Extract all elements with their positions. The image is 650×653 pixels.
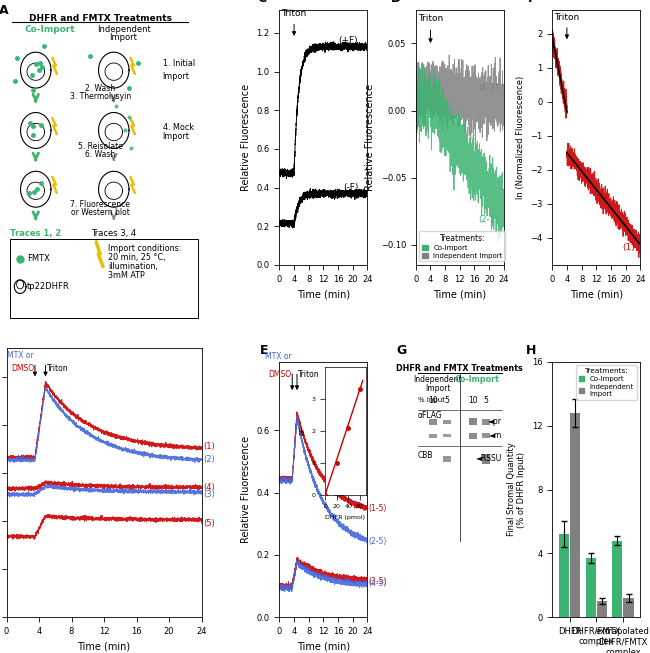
- Text: αFLAG: αFLAG: [417, 411, 442, 420]
- Text: 4. Mock: 4. Mock: [162, 123, 194, 132]
- Text: % Input: % Input: [417, 397, 445, 403]
- Text: E: E: [260, 344, 268, 357]
- Text: 2. Wash: 2. Wash: [85, 84, 115, 93]
- Text: G: G: [396, 344, 407, 357]
- Text: (4-5): (4-5): [368, 579, 387, 588]
- Text: DHFR and FMTX Treatments: DHFR and FMTX Treatments: [29, 14, 172, 24]
- Text: C: C: [257, 0, 266, 5]
- Y-axis label: Relative Fluorescence: Relative Fluorescence: [241, 436, 251, 543]
- Text: (3-5): (3-5): [368, 577, 387, 586]
- Text: 5: 5: [444, 396, 449, 405]
- Text: 20 min, 25 °C,: 20 min, 25 °C,: [108, 253, 166, 262]
- Legend: Co-Import, Independent Import: Co-Import, Independent Import: [419, 231, 505, 261]
- Text: DMSO: DMSO: [11, 364, 34, 373]
- Text: A: A: [0, 4, 8, 16]
- Text: 10: 10: [468, 396, 478, 405]
- Text: Co-Import: Co-Import: [24, 25, 75, 34]
- Text: Independent: Independent: [97, 25, 150, 34]
- Bar: [482, 419, 490, 424]
- Text: DHFR and FMTX Treatments: DHFR and FMTX Treatments: [396, 364, 523, 374]
- Text: (4): (4): [203, 483, 215, 492]
- Text: 7. Fluorescence: 7. Fluorescence: [70, 200, 130, 210]
- Bar: [443, 434, 450, 438]
- Text: illumination,: illumination,: [108, 262, 158, 271]
- Text: CBB: CBB: [417, 451, 433, 460]
- Text: F: F: [528, 0, 536, 5]
- X-axis label: Time (min): Time (min): [297, 289, 350, 299]
- Text: (2): (2): [203, 454, 215, 464]
- Y-axis label: ln (Normalized Fluorescence): ln (Normalized Fluorescence): [515, 76, 525, 199]
- Text: Import conditions:: Import conditions:: [108, 244, 181, 253]
- Legend: Co-Import, Independent
Import: Co-Import, Independent Import: [576, 366, 637, 400]
- Bar: [482, 434, 490, 438]
- Bar: [482, 454, 490, 464]
- Text: ◄pr: ◄pr: [488, 417, 502, 426]
- Bar: [469, 419, 477, 426]
- Text: tp22DHFR: tp22DHFR: [27, 282, 70, 291]
- Text: (3): (3): [203, 490, 215, 499]
- Text: (1-5): (1-5): [368, 503, 387, 513]
- Bar: [443, 456, 450, 462]
- Text: 1. Initial: 1. Initial: [162, 59, 194, 69]
- Text: 5: 5: [484, 396, 489, 405]
- Bar: [570, 413, 580, 617]
- Text: 6. Wash: 6. Wash: [85, 150, 115, 159]
- Text: (1): (1): [203, 442, 215, 451]
- Text: Triton: Triton: [418, 14, 443, 24]
- Text: ◄m: ◄m: [489, 432, 502, 440]
- Text: (1): (1): [622, 243, 635, 252]
- Text: (4-3): (4-3): [478, 83, 499, 92]
- Text: 5. Reisolate: 5. Reisolate: [78, 142, 123, 151]
- Text: Independent: Independent: [413, 375, 462, 384]
- Text: Triton: Triton: [554, 12, 580, 22]
- Text: Traces 1, 2: Traces 1, 2: [10, 229, 61, 238]
- Text: (-F): (-F): [343, 182, 358, 191]
- Text: (5): (5): [203, 518, 215, 528]
- X-axis label: Time (min): Time (min): [569, 289, 623, 299]
- Text: (2-1): (2-1): [478, 215, 499, 224]
- Text: 10: 10: [428, 396, 438, 405]
- Bar: [559, 534, 569, 617]
- Text: Traces 3, 4: Traces 3, 4: [91, 229, 136, 238]
- Bar: [612, 541, 623, 617]
- Text: MTX or: MTX or: [265, 352, 292, 361]
- Text: (2-5): (2-5): [368, 537, 387, 545]
- Bar: [430, 419, 437, 424]
- Text: DMSO: DMSO: [268, 370, 292, 379]
- Bar: [469, 432, 477, 439]
- Text: FMTX: FMTX: [27, 254, 50, 263]
- Bar: [623, 598, 634, 617]
- Bar: [10, 239, 198, 317]
- Bar: [430, 434, 437, 438]
- Text: H: H: [526, 344, 536, 357]
- Text: D: D: [391, 0, 402, 5]
- Text: ◄RSSU: ◄RSSU: [476, 454, 502, 464]
- Text: or Western blot: or Western blot: [71, 208, 129, 217]
- X-axis label: Time (min): Time (min): [77, 641, 131, 651]
- Bar: [597, 601, 607, 617]
- Text: (+F): (+F): [339, 36, 358, 44]
- Text: Triton: Triton: [281, 8, 307, 18]
- Bar: [443, 420, 450, 424]
- Y-axis label: Final Stromal Quantity
(% of DHFR Input): Final Stromal Quantity (% of DHFR Input): [507, 443, 526, 536]
- Text: 3mM ATP: 3mM ATP: [108, 272, 145, 280]
- Text: Import: Import: [162, 132, 189, 141]
- Text: MTX or: MTX or: [7, 351, 34, 360]
- X-axis label: Time (min): Time (min): [434, 289, 486, 299]
- Bar: [586, 558, 595, 617]
- Text: 3. Thermolysyin: 3. Thermolysyin: [70, 92, 131, 101]
- Text: Triton: Triton: [298, 370, 319, 379]
- X-axis label: Time (min): Time (min): [297, 641, 350, 651]
- Y-axis label: Relative Fluorescence: Relative Fluorescence: [241, 84, 251, 191]
- Text: Import: Import: [425, 383, 450, 392]
- Text: Triton: Triton: [47, 364, 68, 373]
- Text: Co-Import: Co-Import: [455, 375, 500, 384]
- Text: Import: Import: [110, 33, 137, 42]
- Y-axis label: Relative Fluorescence: Relative Fluorescence: [365, 84, 375, 191]
- Text: Import: Import: [162, 72, 189, 81]
